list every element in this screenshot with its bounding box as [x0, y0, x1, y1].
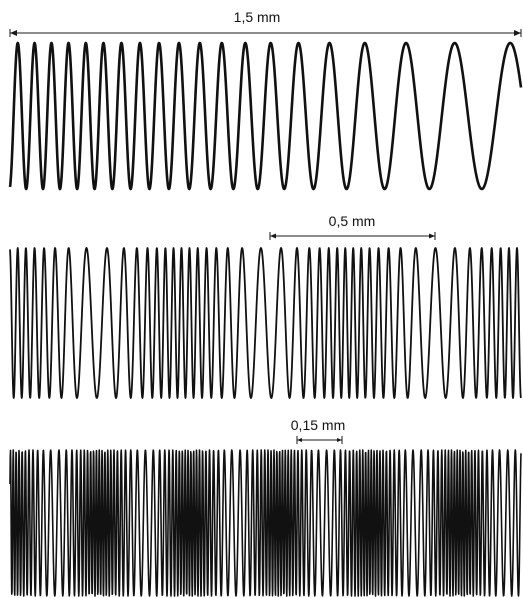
panel-3-scale-bar	[296, 436, 343, 444]
panel-3-scale-label: 0,15 mm	[291, 417, 345, 433]
panel-2: 0,5 mm	[9, 213, 522, 399]
panel-3-wave	[9, 449, 522, 597]
panel-1-wave	[8, 41, 523, 191]
panel-2-wave	[9, 247, 522, 399]
panel-1-scale-bar	[9, 29, 522, 37]
panel-1: 1,5 mm	[8, 9, 523, 191]
panel-3: 0,15 mm	[9, 417, 522, 597]
panel-2-scale-label: 0,5 mm	[329, 213, 376, 229]
panel-2-scale-bar	[269, 232, 436, 240]
panel-1-scale-label: 1,5 mm	[234, 9, 281, 25]
